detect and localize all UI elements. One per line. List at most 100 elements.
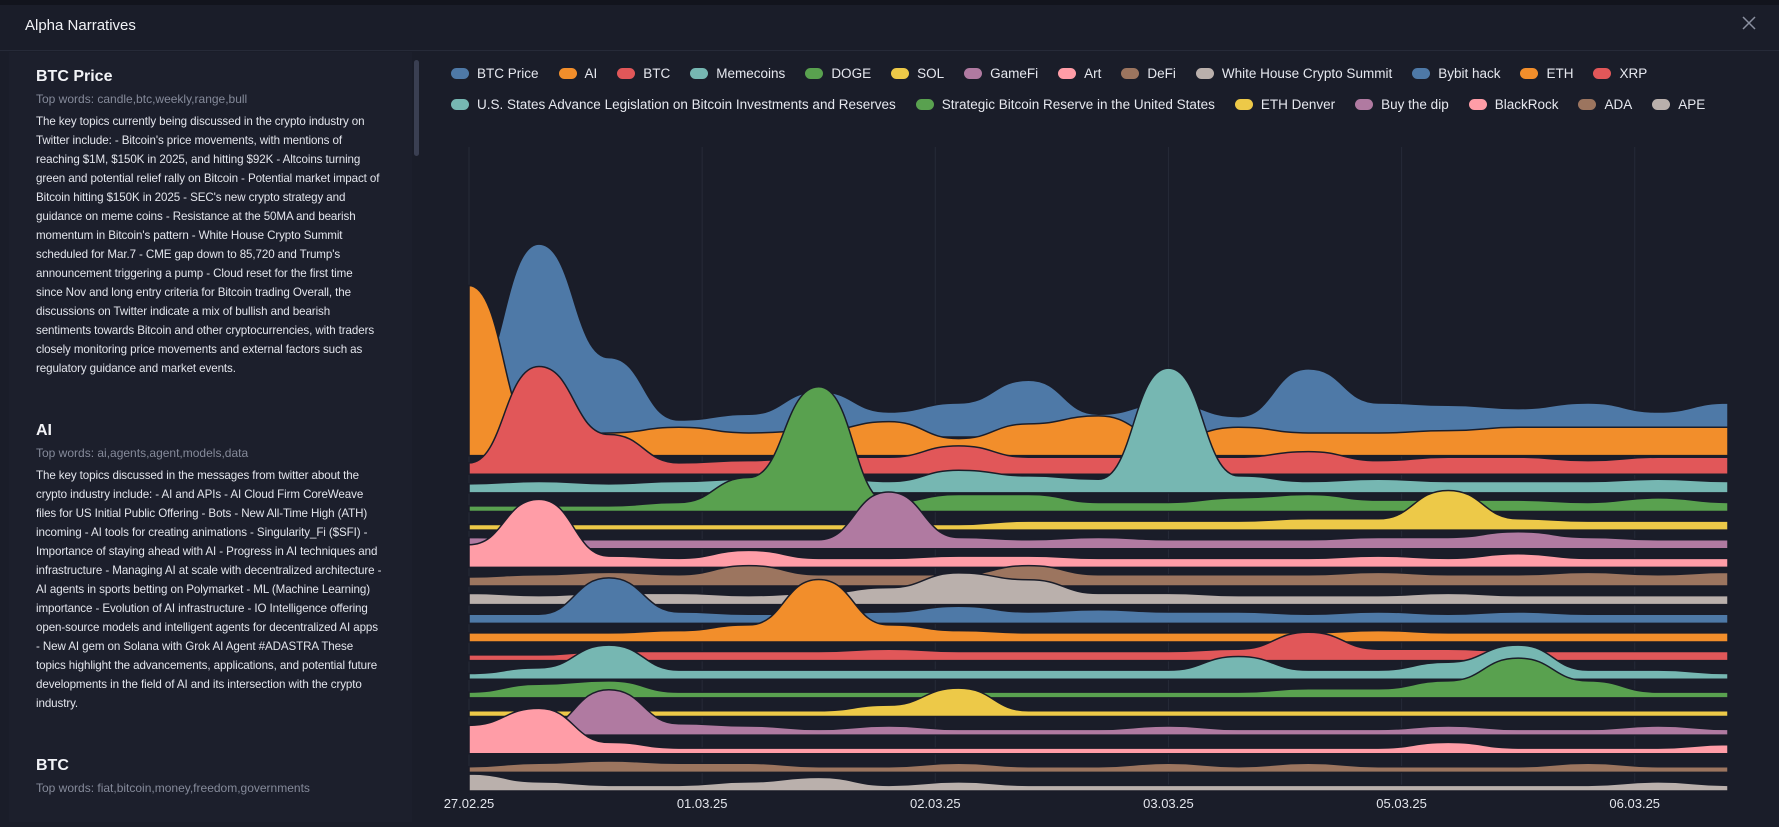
legend-label: BTC Price: [477, 66, 539, 81]
legend-swatch: [451, 68, 469, 79]
legend-item[interactable]: Bybit hack: [1412, 66, 1500, 81]
ridge-area: [468, 760, 1729, 774]
legend-label: Art: [1084, 66, 1102, 81]
legend-swatch: [1412, 68, 1431, 79]
legend-label: U.S. States Advance Legislation on Bitco…: [477, 97, 896, 112]
legend-swatch: [1234, 99, 1253, 110]
close-button[interactable]: [1741, 15, 1757, 31]
legend-item[interactable]: Art: [1058, 66, 1101, 81]
legend-swatch: [805, 68, 824, 79]
legend-item[interactable]: ETH Denver: [1234, 97, 1336, 112]
chart: 27.02.25 01.03.25 02.03.25 03.03.25 05.03.25…: [444, 147, 1729, 811]
legend-item[interactable]: Strategic Bitcoin Reserve in the United …: [915, 97, 1215, 112]
ridge-area: [468, 564, 1729, 587]
ridge-area: [468, 498, 1729, 569]
x-tick-label: 06.03.25: [1609, 796, 1660, 811]
x-tick-label: 27.02.25: [444, 796, 495, 811]
legend-swatch: [690, 68, 709, 79]
narrative-text: The key topics discussed in the messages…: [36, 469, 382, 710]
ridge-area: [468, 491, 1729, 550]
narrative-text: The key topics currently being discussed…: [36, 115, 380, 375]
legend-label: DeFi: [1147, 66, 1176, 81]
legend-label: BTC: [643, 66, 671, 81]
legend-label: APE: [1678, 97, 1706, 112]
legend-label: White House Crypto Summit: [1221, 66, 1393, 81]
legend-swatch: [1058, 68, 1077, 79]
legend-label: BlackRock: [1494, 97, 1559, 112]
legend-label: Bybit hack: [1438, 66, 1501, 81]
legend-item[interactable]: Buy the dip: [1355, 97, 1449, 112]
legend-label: XRP: [1619, 66, 1648, 81]
divider: [0, 50, 1779, 51]
legend-label: SOL: [917, 66, 945, 81]
legend-label: AI: [584, 66, 598, 81]
legend-label: Memecoins: [716, 66, 786, 81]
ridge-area: [468, 243, 1729, 438]
narrative-item: BTC Top words: fiat,bitcoin,money,freedom…: [9, 757, 412, 795]
legend-item[interactable]: White House Crypto Summit: [1195, 66, 1393, 81]
legend-swatch: [1468, 99, 1487, 110]
x-tick-label: 03.03.25: [1143, 796, 1194, 811]
legend-item[interactable]: XRP: [1593, 66, 1647, 81]
legend-label: ETH Denver: [1260, 97, 1336, 112]
legend-swatch: [558, 68, 577, 79]
legend-item[interactable]: ETH: [1520, 66, 1573, 81]
legend-item[interactable]: DeFi: [1121, 66, 1176, 81]
ridge-area: [468, 489, 1729, 531]
legend-item[interactable]: GameFi: [964, 66, 1038, 81]
legend-label: Buy the dip: [1381, 97, 1449, 112]
legend-swatch: [891, 68, 910, 79]
ridge-area: [468, 578, 1729, 643]
legend-label: ETH: [1546, 66, 1574, 81]
ridge-area: [468, 688, 1729, 736]
ridge-area: [468, 367, 1729, 494]
legend-item[interactable]: BTC: [617, 66, 670, 81]
legend-item[interactable]: APE: [1652, 97, 1705, 112]
ridge-area: [468, 707, 1729, 755]
narrative-title: AI: [36, 422, 52, 439]
x-tick-label: 02.03.25: [910, 796, 961, 811]
legend-label: DOGE: [831, 66, 872, 81]
ridge-area: [468, 385, 1729, 513]
legend-swatch: [915, 99, 934, 110]
legend-item[interactable]: BTC Price: [451, 66, 539, 81]
legend-item[interactable]: AI: [558, 66, 598, 81]
legend-swatch: [617, 68, 636, 79]
ridge-area: [468, 657, 1729, 699]
legend-label: GameFi: [990, 66, 1039, 81]
x-tick-label: 05.03.25: [1376, 796, 1427, 811]
legend-swatch: [1578, 99, 1597, 110]
legend-swatch: [1355, 99, 1374, 110]
narrative-item: AI Top words: ai,agents,agent,models,data…: [9, 422, 412, 713]
ridge-area: [468, 644, 1729, 680]
ridge-area: [468, 365, 1729, 476]
legend-swatch: [964, 68, 983, 79]
narrative-title: BTC: [36, 757, 69, 774]
legend: BTC Price AI BTC Memecoins DOGE SOL GameFi Art D…: [451, 66, 1761, 112]
legend-swatch: [1520, 68, 1539, 79]
legend-item[interactable]: U.S. States Advance Legislation on Bitco…: [451, 97, 896, 112]
legend-item[interactable]: Memecoins: [690, 66, 785, 81]
legend-swatch: [1195, 68, 1214, 79]
legend-swatch: [1121, 68, 1140, 79]
scrollbar[interactable]: [414, 60, 419, 156]
x-tick-label: 01.03.25: [677, 796, 728, 811]
legend-swatch: [1593, 68, 1612, 79]
legend-label: ADA: [1604, 97, 1633, 112]
ridge-area: [468, 577, 1729, 625]
narrative-list: BTC Price Top words: candle,btc,weekly,ra…: [9, 52, 412, 822]
legend-item[interactable]: DOGE: [805, 66, 871, 81]
legend-swatch: [451, 99, 469, 110]
legend-item[interactable]: BlackRock: [1468, 97, 1559, 112]
top-words: Top words: ai,agents,agent,models,data: [36, 446, 249, 460]
narrative-item: BTC Price Top words: candle,btc,weekly,ra…: [9, 68, 412, 378]
top-words: Top words: candle,btc,weekly,range,bull: [36, 92, 248, 106]
ridge-area: [468, 284, 1729, 457]
modal-title: Alpha Narratives: [25, 17, 136, 34]
legend-item[interactable]: ADA: [1578, 97, 1632, 112]
narrative-title: BTC Price: [36, 68, 113, 85]
top-words: Top words: fiat,bitcoin,money,freedom,go…: [36, 781, 310, 795]
legend-label: Strategic Bitcoin Reserve in the United …: [941, 97, 1215, 112]
legend-item[interactable]: SOL: [891, 66, 944, 81]
